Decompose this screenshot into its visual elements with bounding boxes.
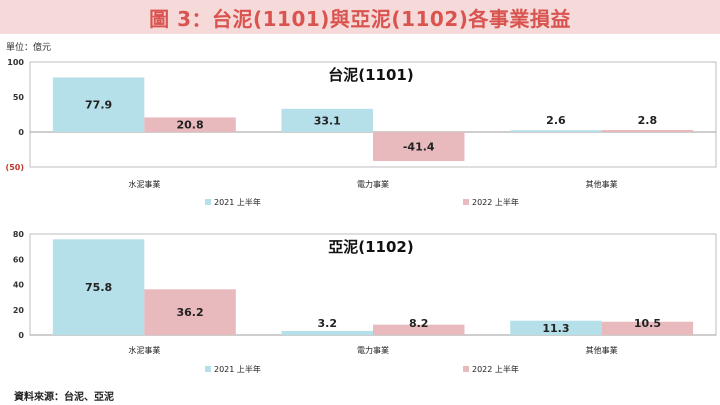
- page-title: 圖 3：台泥(1101)與亞泥(1102)各事業損益: [149, 6, 571, 31]
- data-label: 2.6: [546, 114, 566, 127]
- chart-asia-cement: 80 60 40 20 0 75.8 36.2 水泥事業 3.2 8.2 電力事業 11.3 10.5 其…: [13, 230, 717, 374]
- data-label: 75.8: [85, 281, 112, 294]
- bar: [373, 132, 465, 161]
- chart-title: 亞泥(1102): [328, 238, 413, 256]
- bar: [373, 324, 465, 335]
- bar: [144, 289, 236, 335]
- unit-label: 單位：億元: [6, 43, 52, 53]
- legend-swatch: [463, 366, 469, 372]
- bar: [601, 130, 694, 132]
- legend-swatch: [205, 199, 211, 205]
- source-label: 資料來源：台泥、亞泥: [14, 392, 114, 403]
- bar: [144, 117, 236, 132]
- category-label: 其他事業: [586, 345, 618, 355]
- data-label: 77.9: [85, 99, 112, 112]
- y-tick-label: 80: [13, 230, 25, 239]
- title-banner: 圖 3：台泥(1101)與亞泥(1102)各事業損益: [0, 0, 720, 34]
- data-label: 36.2: [176, 306, 203, 319]
- y-tick-label: 100: [7, 58, 24, 67]
- data-label: 2.8: [638, 114, 658, 127]
- data-label: 33.1: [314, 114, 341, 127]
- data-label: 11.3: [542, 322, 569, 335]
- category-label: 電力事業: [357, 345, 389, 355]
- category-label: 電力事業: [357, 179, 389, 189]
- y-tick-label: 0: [18, 331, 24, 340]
- bar: [601, 321, 694, 335]
- legend-label: 2022 上半年: [472, 364, 519, 374]
- legend-swatch: [463, 199, 469, 205]
- data-label: -41.4: [403, 140, 435, 153]
- legend-label: 2022 上半年: [472, 197, 519, 207]
- category-label: 水泥事業: [128, 179, 160, 189]
- bar: [281, 330, 373, 335]
- legend-swatch: [205, 366, 211, 372]
- legend-label: 2021 上半年: [214, 197, 261, 207]
- y-tick-label: 0: [18, 128, 24, 137]
- category-label: 其他事業: [586, 179, 618, 189]
- bar: [510, 320, 602, 335]
- data-label: 3.2: [318, 317, 338, 330]
- chart-taiwan-cement: 100 50 0 (50) 77.9 20.8 水泥事業 33.1 -41.4 電力事業 2.6 2.…: [6, 58, 717, 207]
- y-tick-label: 40: [13, 281, 25, 290]
- data-label: 20.8: [176, 119, 203, 132]
- y-tick-label: 50: [13, 93, 25, 102]
- data-label: 10.5: [634, 317, 661, 330]
- bar: [52, 239, 145, 335]
- chart-title: 台泥(1101): [328, 66, 413, 84]
- category-label: 水泥事業: [128, 345, 160, 355]
- bar: [510, 130, 602, 132]
- bar: [281, 108, 373, 132]
- y-tick-label: (50): [6, 163, 24, 172]
- data-label: 8.2: [409, 317, 429, 330]
- bar: [52, 77, 145, 132]
- legend-label: 2021 上半年: [214, 364, 261, 374]
- y-tick-label: 60: [13, 255, 25, 264]
- y-tick-label: 20: [13, 306, 25, 315]
- plot-area: [29, 61, 717, 168]
